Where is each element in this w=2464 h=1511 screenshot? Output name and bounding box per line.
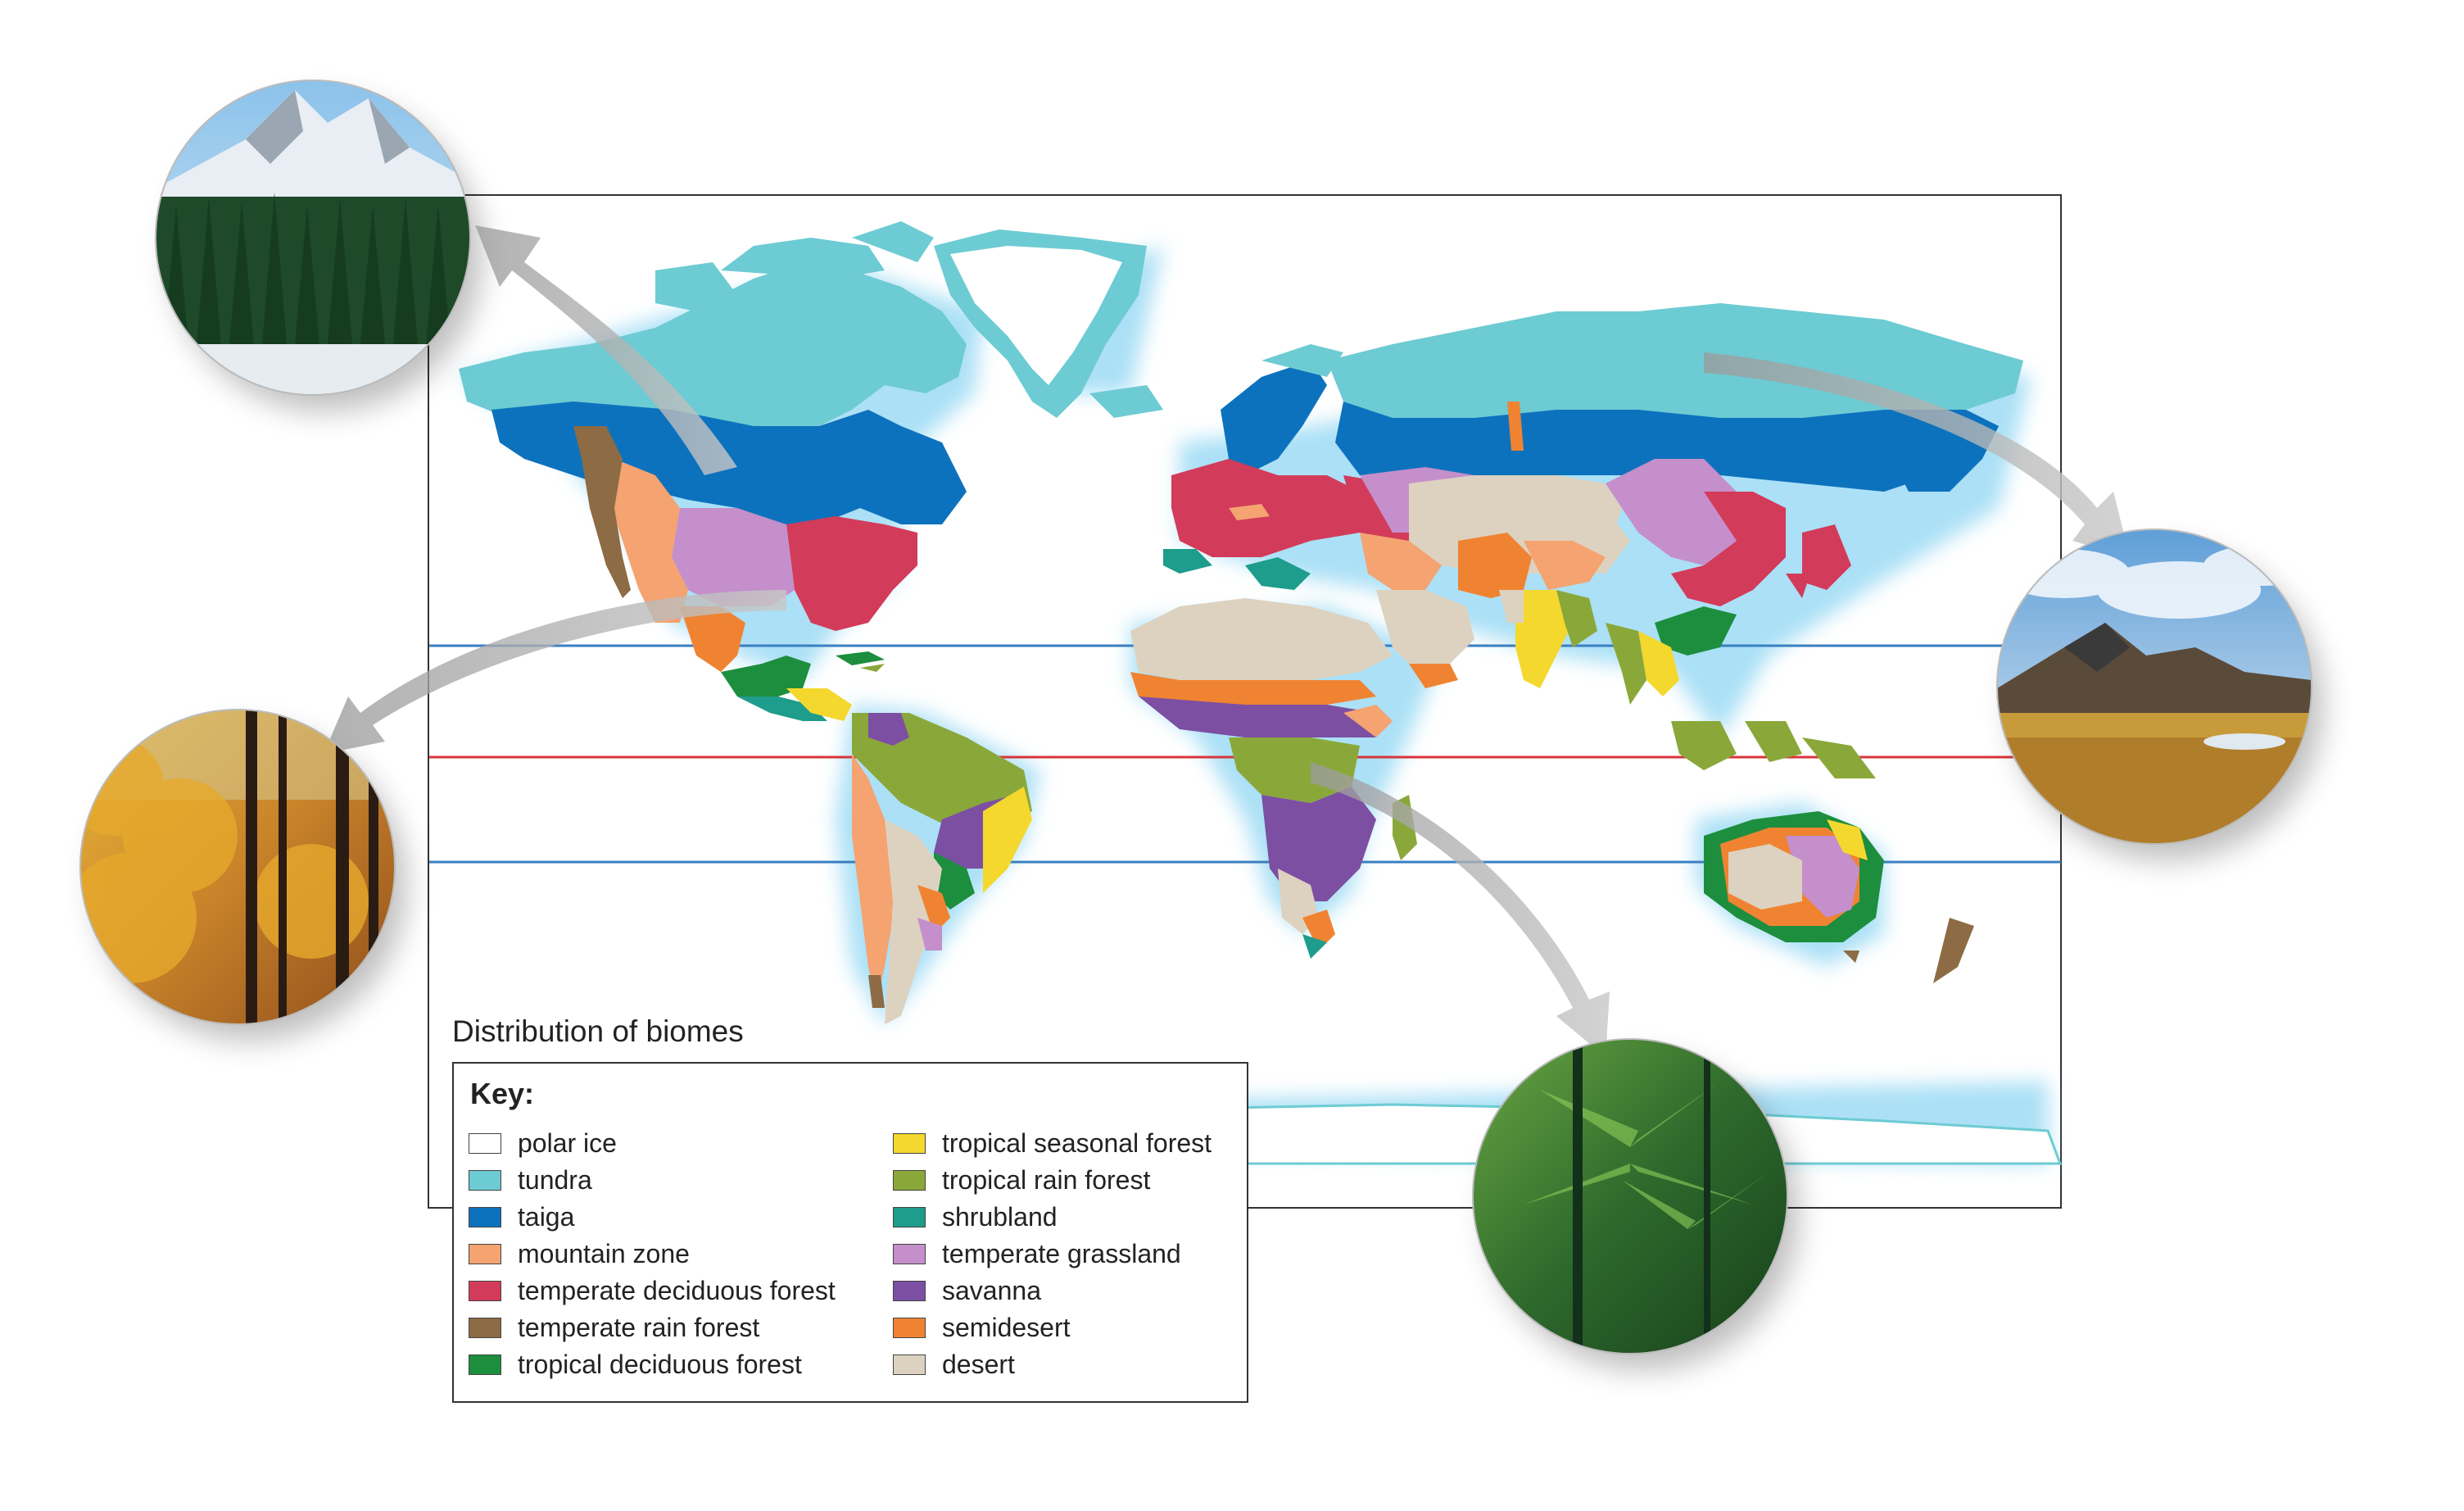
- pointer-arrows: [324, 225, 2130, 1057]
- key-label: semidesert: [942, 1313, 1071, 1342]
- key-swatch: [469, 1318, 501, 1338]
- key-label: polar ice: [518, 1128, 617, 1158]
- key-column-left: polar ice tundra taiga mountain zone tempera…: [469, 1125, 836, 1383]
- key-swatch: [469, 1281, 501, 1301]
- key-label: tropical seasonal forest: [942, 1128, 1212, 1158]
- key-label: tropical deciduous forest: [518, 1350, 802, 1379]
- key-item-temperate-deciduous-forest: temperate deciduous forest: [469, 1273, 836, 1309]
- key-label: tropical rain forest: [942, 1165, 1151, 1195]
- key-item-temperate-grassland: temperate grassland: [893, 1236, 1212, 1273]
- key-swatch: [893, 1170, 926, 1191]
- key-item-tropical-seasonal-forest: tropical seasonal forest: [893, 1125, 1212, 1162]
- key-swatch: [893, 1281, 926, 1301]
- australia: [1704, 811, 1974, 983]
- eurasia: [1163, 303, 2023, 778]
- key-label: shrubland: [942, 1202, 1058, 1232]
- key-swatch: [469, 1354, 501, 1375]
- key-title: Key:: [470, 1077, 535, 1110]
- temperate-deciduous-forest-photo: [80, 710, 395, 1024]
- key-item-savanna: savanna: [893, 1273, 1212, 1309]
- key-item-mountain-zone: mountain zone: [469, 1236, 836, 1273]
- taiga-photo: [156, 80, 470, 395]
- south-america: [852, 713, 1032, 1024]
- key-label: mountain zone: [518, 1239, 690, 1268]
- key-item-taiga: taiga: [469, 1199, 836, 1236]
- key-swatch: [893, 1354, 926, 1375]
- key-item-tundra: tundra: [469, 1162, 836, 1199]
- key-item-tropical-deciduous-forest: tropical deciduous forest: [469, 1346, 836, 1383]
- key-swatch: [893, 1318, 926, 1338]
- key-item-shrubland: shrubland: [893, 1199, 1212, 1236]
- key-label: desert: [942, 1350, 1015, 1379]
- legend-key: Key: polar ice tundra taiga mountain zone te…: [452, 1062, 1248, 1403]
- key-label: savanna: [942, 1276, 1041, 1305]
- key-swatch: [469, 1133, 501, 1154]
- key-label: temperate grassland: [942, 1239, 1181, 1268]
- figure-caption: Distribution of biomes: [452, 1014, 744, 1048]
- north-america: [459, 221, 1163, 721]
- key-column-right: tropical seasonal forest tropical rain fo…: [893, 1125, 1212, 1383]
- key-item-polar-ice: polar ice: [469, 1125, 836, 1162]
- key-swatch: [893, 1207, 926, 1227]
- key-label: temperate deciduous forest: [518, 1276, 836, 1305]
- key-swatch: [893, 1133, 926, 1154]
- key-swatch: [469, 1207, 501, 1227]
- key-item-semidesert: semidesert: [893, 1309, 1212, 1346]
- key-item-temperate-rain-forest: temperate rain forest: [469, 1309, 836, 1346]
- key-swatch: [469, 1170, 501, 1191]
- key-label: taiga: [518, 1202, 575, 1232]
- key-swatch: [893, 1244, 926, 1264]
- key-item-tropical-rain-forest: tropical rain forest: [893, 1162, 1212, 1199]
- key-swatch: [469, 1244, 501, 1264]
- key-label: tundra: [518, 1165, 592, 1195]
- key-item-desert: desert: [893, 1346, 1212, 1383]
- tropical-rain-forest-photo: [1473, 1039, 1787, 1354]
- key-label: temperate rain forest: [518, 1313, 760, 1342]
